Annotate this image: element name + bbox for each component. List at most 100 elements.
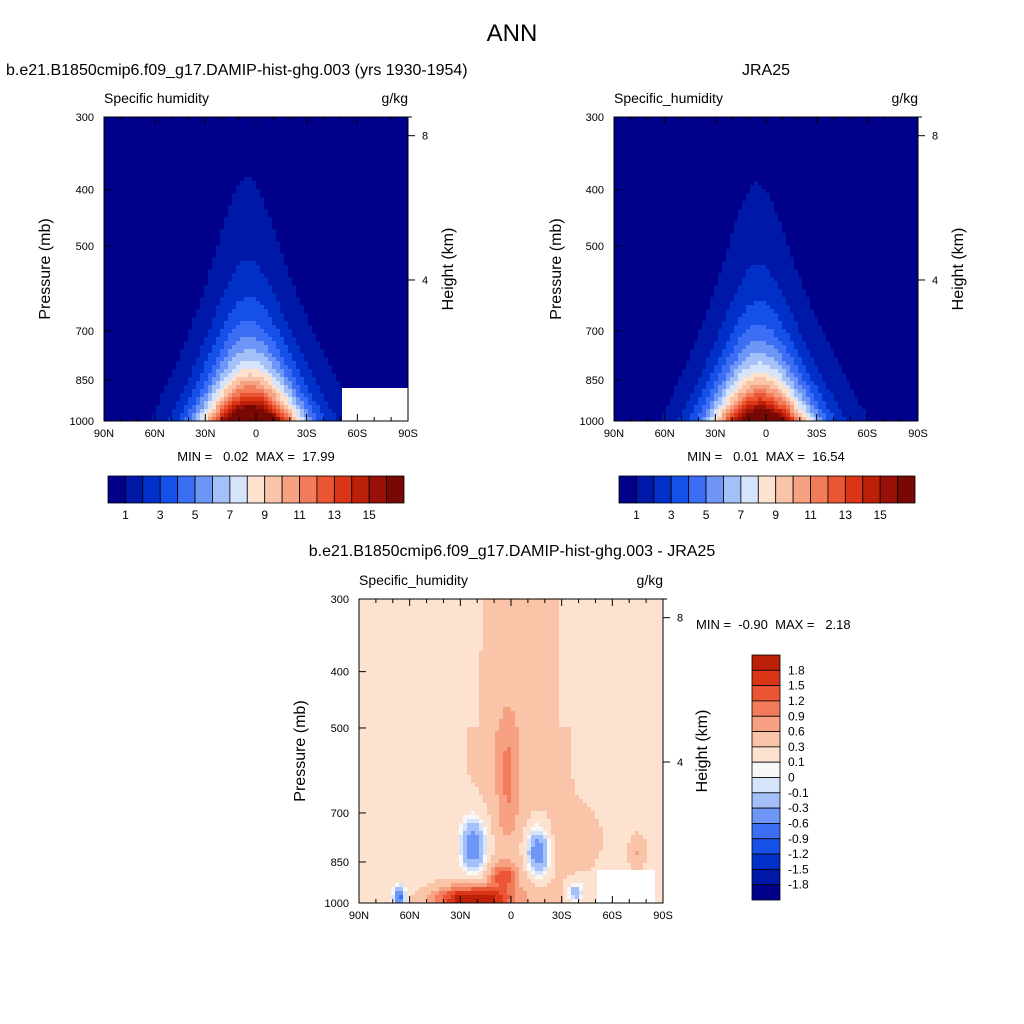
contour-cell	[300, 209, 305, 214]
contour-cell	[332, 241, 337, 246]
contour-cell	[328, 245, 333, 250]
contour-cell	[240, 269, 245, 274]
contour-cell	[328, 377, 333, 382]
contour-cell	[176, 145, 181, 150]
contour-cell	[140, 245, 145, 250]
contour-cell	[228, 153, 233, 158]
contour-cell	[268, 185, 273, 190]
contour-cell	[244, 313, 249, 318]
contour-cell	[144, 381, 149, 386]
contour-cell	[260, 237, 265, 242]
contour-cell	[124, 273, 129, 278]
contour-cell	[292, 129, 297, 134]
contour-cell	[296, 289, 301, 294]
contour-cell	[144, 409, 149, 414]
contour-cell	[352, 345, 357, 350]
contour-cell	[260, 293, 265, 298]
contour-cell	[188, 353, 193, 358]
contour-cell	[296, 237, 301, 242]
contour-cell	[268, 157, 273, 162]
contour-cell	[164, 397, 169, 402]
contour-cell	[296, 337, 301, 342]
contour-cell	[260, 333, 265, 338]
contour-cell	[112, 237, 117, 242]
contour-cell	[180, 413, 185, 418]
contour-cell	[224, 349, 229, 354]
contour-cell	[168, 277, 173, 282]
contour-cell	[188, 369, 193, 374]
contour-cell	[160, 401, 165, 406]
contour-cell	[188, 213, 193, 218]
contour-cell	[360, 253, 365, 258]
contour-cell	[228, 189, 233, 194]
contour-cell	[192, 185, 197, 190]
contour-cell	[284, 237, 289, 242]
contour-cell	[348, 193, 353, 198]
contour-cell	[132, 333, 137, 338]
contour-cell	[240, 281, 245, 286]
contour-cell	[288, 205, 293, 210]
contour-cell	[208, 133, 213, 138]
contour-cell	[108, 257, 113, 262]
contour-cell	[228, 325, 233, 330]
contour-cell	[308, 409, 313, 414]
contour-cell	[300, 165, 305, 170]
contour-cell	[248, 169, 253, 174]
contour-cell	[120, 353, 125, 358]
contour-cell	[168, 369, 173, 374]
contour-cell	[156, 149, 161, 154]
contour-cell	[240, 217, 245, 222]
contour-cell	[236, 349, 241, 354]
contour-cell	[312, 205, 317, 210]
contour-cell	[208, 409, 213, 414]
contour-cell	[172, 353, 177, 358]
contour-cell	[216, 165, 221, 170]
contour-cell	[160, 373, 165, 378]
contour-cell	[344, 145, 349, 150]
contour-cell	[188, 233, 193, 238]
contour-cell	[284, 341, 289, 346]
contour-cell	[292, 381, 297, 386]
contour-cell	[220, 181, 225, 186]
contour-cell	[172, 397, 177, 402]
contour-cell	[212, 121, 217, 126]
contour-cell	[244, 261, 249, 266]
contour-cell	[360, 165, 365, 170]
contour-cell	[236, 137, 241, 142]
contour-cell	[220, 133, 225, 138]
contour-cell	[288, 357, 293, 362]
contour-cell	[236, 185, 241, 190]
contour-cell	[248, 261, 253, 266]
contour-cell	[212, 413, 217, 418]
contour-cell	[144, 217, 149, 222]
contour-cell	[108, 341, 113, 346]
contour-cell	[136, 225, 141, 230]
contour-cell	[308, 141, 313, 146]
contour-cell	[264, 285, 269, 290]
contour-cell	[268, 205, 273, 210]
contour-cell	[340, 289, 345, 294]
contour-cell	[348, 125, 353, 130]
contour-cell	[344, 345, 349, 350]
contour-cell	[316, 161, 321, 166]
contour-cell	[256, 269, 261, 274]
contour-cell	[140, 193, 145, 198]
contour-cell	[264, 213, 269, 218]
contour-cell	[140, 257, 145, 262]
contour-cell	[108, 405, 113, 410]
contour-cell	[296, 193, 301, 198]
contour-cell	[264, 341, 269, 346]
contour-cell	[204, 229, 209, 234]
contour-cell	[220, 325, 225, 330]
contour-cell	[212, 217, 217, 222]
contour-cell	[292, 173, 297, 178]
contour-cell	[292, 221, 297, 226]
contour-cell	[184, 253, 189, 258]
contour-cell	[304, 257, 309, 262]
contour-cell	[364, 221, 369, 226]
contour-cell	[364, 281, 369, 286]
contour-cell	[188, 361, 193, 366]
contour-cell	[268, 345, 273, 350]
contour-cell	[104, 357, 109, 362]
contour-cell	[292, 125, 297, 130]
